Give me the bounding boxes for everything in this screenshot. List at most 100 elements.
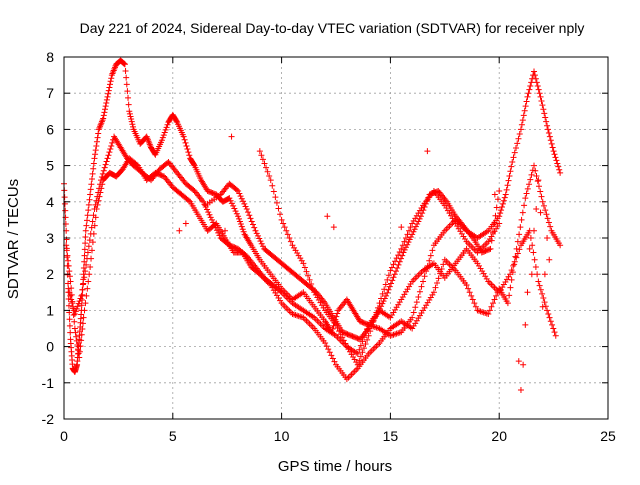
data-point xyxy=(228,133,235,140)
data-point xyxy=(534,82,541,89)
data-point xyxy=(517,224,524,231)
data-point xyxy=(210,219,217,226)
data-point xyxy=(73,305,80,312)
data-point xyxy=(373,309,380,316)
data-point xyxy=(381,286,388,293)
data-point xyxy=(286,235,293,241)
data-point xyxy=(180,133,187,140)
data-point xyxy=(533,172,540,179)
data-point xyxy=(81,307,88,314)
data-point xyxy=(245,209,252,216)
data-point xyxy=(212,224,219,231)
data-point xyxy=(287,238,294,245)
data-point xyxy=(537,93,544,100)
data-point xyxy=(104,93,111,100)
data-point xyxy=(63,247,70,254)
data-point xyxy=(324,213,331,220)
data-point xyxy=(235,213,242,220)
data-point xyxy=(331,358,338,365)
data-point xyxy=(545,219,552,226)
data-point xyxy=(200,198,207,205)
data-point xyxy=(176,227,183,234)
data-point xyxy=(182,139,189,146)
data-point xyxy=(100,112,107,119)
data-point xyxy=(539,102,546,109)
data-point xyxy=(520,361,527,368)
data-point xyxy=(554,160,561,167)
data-point xyxy=(65,285,72,292)
data-point xyxy=(398,245,405,252)
data-point xyxy=(383,292,390,299)
data-point xyxy=(516,246,523,253)
data-point xyxy=(532,263,539,270)
data-point xyxy=(544,307,551,314)
data-point xyxy=(340,337,347,344)
data-point xyxy=(518,216,525,223)
data-point xyxy=(300,260,307,267)
data-point xyxy=(557,169,564,176)
data-point xyxy=(66,268,73,275)
data-point xyxy=(81,258,88,265)
data-point xyxy=(388,280,395,287)
data-point xyxy=(89,170,96,177)
data-point xyxy=(100,167,107,174)
data-point xyxy=(418,283,425,290)
data-point xyxy=(469,296,476,303)
data-point xyxy=(101,109,108,116)
data-point xyxy=(527,176,534,183)
data-point xyxy=(521,202,528,209)
data-point xyxy=(539,198,546,205)
data-point xyxy=(277,288,284,295)
data-point xyxy=(306,276,313,283)
data-point xyxy=(84,249,91,256)
data-point xyxy=(517,387,524,394)
data-point xyxy=(420,278,427,285)
data-point xyxy=(370,318,377,325)
y-tick-label: 4 xyxy=(46,194,54,210)
data-point xyxy=(359,349,366,356)
data-point xyxy=(309,285,316,292)
data-point xyxy=(99,170,106,177)
data-point xyxy=(186,152,193,159)
data-point xyxy=(402,235,409,241)
data-point xyxy=(94,193,101,200)
data-point xyxy=(208,216,215,223)
data-point xyxy=(429,247,436,254)
data-point xyxy=(74,303,81,310)
data-point xyxy=(410,309,417,316)
data-point xyxy=(339,334,346,341)
data-point xyxy=(104,155,111,162)
data-point xyxy=(281,224,288,231)
data-point xyxy=(257,238,264,245)
data-point xyxy=(354,350,361,357)
data-point xyxy=(125,101,132,108)
data-point xyxy=(401,238,408,245)
data-point xyxy=(412,304,419,311)
data-point xyxy=(546,256,553,263)
data-point xyxy=(526,245,533,252)
data-point xyxy=(85,207,92,214)
data-point xyxy=(523,190,530,197)
x-tick-label: 15 xyxy=(383,428,399,444)
data-point xyxy=(259,156,266,163)
data-point xyxy=(501,194,508,201)
data-point xyxy=(507,284,514,291)
data-point xyxy=(399,252,406,259)
data-point xyxy=(502,191,509,198)
y-tick-label: 3 xyxy=(46,230,54,246)
data-point xyxy=(521,107,528,114)
data-point xyxy=(164,121,171,128)
y-tick-label: 7 xyxy=(46,85,54,101)
data-point xyxy=(493,204,500,211)
data-point xyxy=(508,276,515,283)
data-point xyxy=(80,271,87,278)
data-point xyxy=(362,341,369,348)
data-point xyxy=(246,212,253,219)
data-point xyxy=(97,181,104,188)
data-point xyxy=(371,314,378,321)
data-point xyxy=(551,329,558,336)
data-point xyxy=(107,78,114,85)
data-point xyxy=(107,146,114,153)
data-point xyxy=(66,316,73,323)
